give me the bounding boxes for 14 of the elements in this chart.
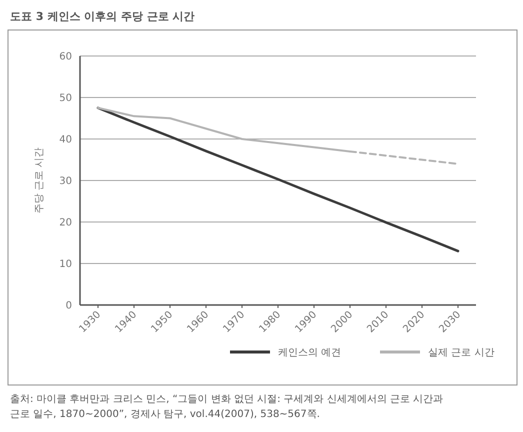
y-tick-label: 40 bbox=[59, 134, 72, 146]
y-tick-label: 60 bbox=[59, 52, 72, 62]
legend-label: 케인스의 예견 bbox=[278, 348, 342, 358]
source-note: 출처: 마이클 후버만과 크리스 민스, “그들이 변화 없던 시절: 구세계와 신세계에서의 근로 시간과 bbox=[10, 394, 444, 405]
chart-title: 도표 3 케인스 이후의 주당 근로 시간 bbox=[10, 10, 195, 23]
y-tick-label: 50 bbox=[59, 93, 72, 104]
y-tick-label: 0 bbox=[66, 300, 72, 312]
y-tick-label: 20 bbox=[59, 218, 72, 228]
y-tick-label: 30 bbox=[59, 176, 72, 187]
y-tick-label: 10 bbox=[59, 259, 72, 270]
legend-label: 실제 근로 시간 bbox=[428, 348, 494, 358]
y-axis-title: 주당 근로 시간 bbox=[34, 147, 45, 214]
text: 근로 일수, 1870~2000”, 경제사 탐구, vol.44(2007), 538~567쪽. bbox=[10, 409, 320, 420]
line-series bbox=[96, 106, 460, 252]
